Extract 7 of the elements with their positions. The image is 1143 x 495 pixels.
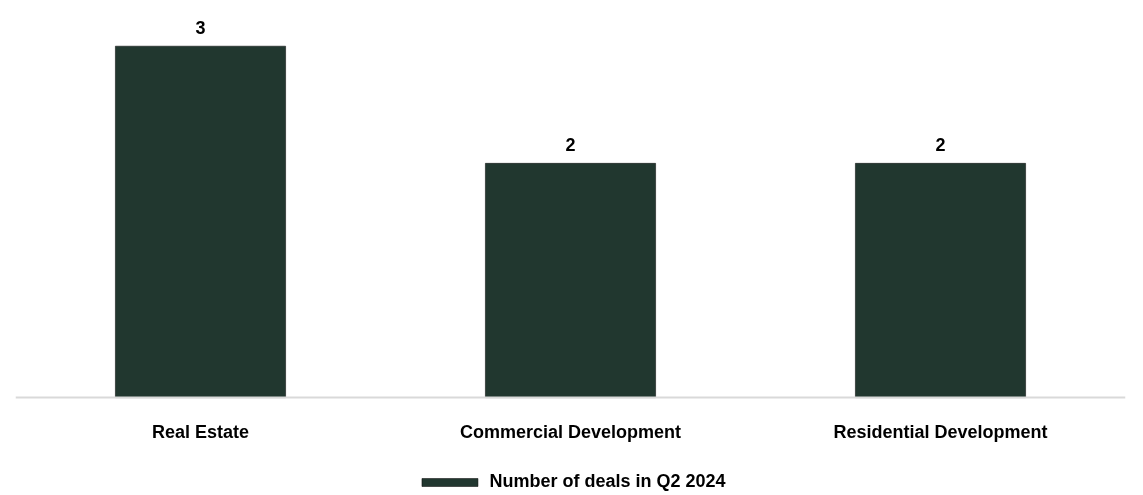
data-label: 2 bbox=[935, 135, 946, 156]
x-tick-label: Commercial Development bbox=[459, 421, 682, 442]
legend-label: Number of deals in Q2 2024 bbox=[489, 471, 726, 492]
data-label: 2 bbox=[565, 135, 576, 156]
x-tick-label: Real Estate bbox=[151, 421, 250, 442]
x-tick-label: Residential Development bbox=[833, 421, 1048, 442]
data-label: 3 bbox=[195, 18, 206, 39]
